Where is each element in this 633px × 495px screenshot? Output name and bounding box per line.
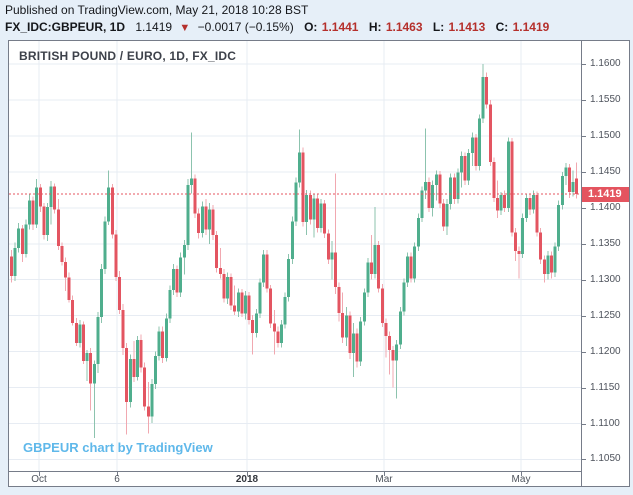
chart-frame: BRITISH POUND / EURO, 1D, FX_IDC GBPEUR … <box>8 40 630 487</box>
time-axis-tick <box>384 472 385 476</box>
price-axis-tick <box>582 459 586 461</box>
price-axis-tick <box>582 387 586 389</box>
price-change: −0.0017 (−0.15%) <box>197 20 294 34</box>
tradingview-watermark-link[interactable]: GBPEUR chart by TradingView <box>23 440 213 455</box>
time-axis-label: May <box>511 474 531 485</box>
price-axis-label: 1.1600 <box>590 58 621 69</box>
price-axis-tick <box>582 135 586 137</box>
price-axis-tick <box>582 99 586 101</box>
price-axis-label: 1.1300 <box>590 273 621 285</box>
last-price-badge: 1.1419 <box>582 186 629 202</box>
price-axis-label: 1.1150 <box>590 381 620 393</box>
price-axis-label: 1.1050 <box>590 453 621 465</box>
time-axis-label: 2018 <box>235 474 259 485</box>
price-axis[interactable]: 1.1419 1.1600 1.1550 1.1500 1.1450 1.1400 1.1… <box>581 41 629 486</box>
chart-title: BRITISH POUND / EURO, 1D, FX_IDC <box>19 49 237 63</box>
time-axis-tick <box>39 472 40 476</box>
time-axis[interactable]: Oct 6 2018 Mar May <box>9 471 581 486</box>
time-axis-label: Mar <box>375 474 393 485</box>
price-down-arrow-icon: ▼ <box>179 22 191 34</box>
time-axis-tick <box>117 472 118 476</box>
last-price-value: 1.1419 <box>135 20 173 34</box>
low-value: 1.1413 <box>448 20 486 34</box>
time-axis-label: Oct <box>31 474 47 485</box>
price-axis-label: 1.1200 <box>590 345 621 357</box>
time-axis-tick <box>521 472 522 476</box>
price-axis-label: 1.1400 <box>590 201 621 213</box>
price-axis-label: 1.1500 <box>590 129 621 141</box>
time-axis-label: 6 <box>114 474 120 485</box>
symbol-ohlc-line: FX_IDC:GBPEUR, 1D 1.1419 ▼ −0.0017 (−0.1… <box>5 20 549 34</box>
price-axis-tick <box>582 315 586 317</box>
price-axis-tick <box>582 207 586 209</box>
time-axis-tick <box>247 472 248 476</box>
price-axis-tick <box>582 423 586 425</box>
price-axis-tick <box>582 351 586 353</box>
price-axis-tick <box>582 64 586 65</box>
published-line: Published on TradingView.com, May 21, 20… <box>5 3 309 17</box>
open-value: 1.1441 <box>321 20 359 34</box>
high-value: 1.1463 <box>385 20 423 34</box>
price-axis-label: 1.1250 <box>590 309 621 321</box>
price-axis-tick <box>582 279 586 281</box>
low-label: L: <box>432 20 445 34</box>
close-label: C: <box>495 20 509 34</box>
close-value: 1.1419 <box>512 20 550 34</box>
price-axis-label: 1.1550 <box>590 93 621 105</box>
price-axis-tick <box>582 243 586 245</box>
price-axis-label: 1.1100 <box>590 417 620 429</box>
high-label: H: <box>368 20 382 34</box>
price-axis-label: 1.1350 <box>590 237 621 249</box>
open-label: O: <box>304 20 318 34</box>
price-chart-canvas[interactable] <box>9 41 581 471</box>
price-axis-tick <box>582 171 586 173</box>
symbol-name: FX_IDC:GBPEUR, 1D <box>5 20 126 34</box>
price-axis-label: 1.1450 <box>590 165 621 177</box>
